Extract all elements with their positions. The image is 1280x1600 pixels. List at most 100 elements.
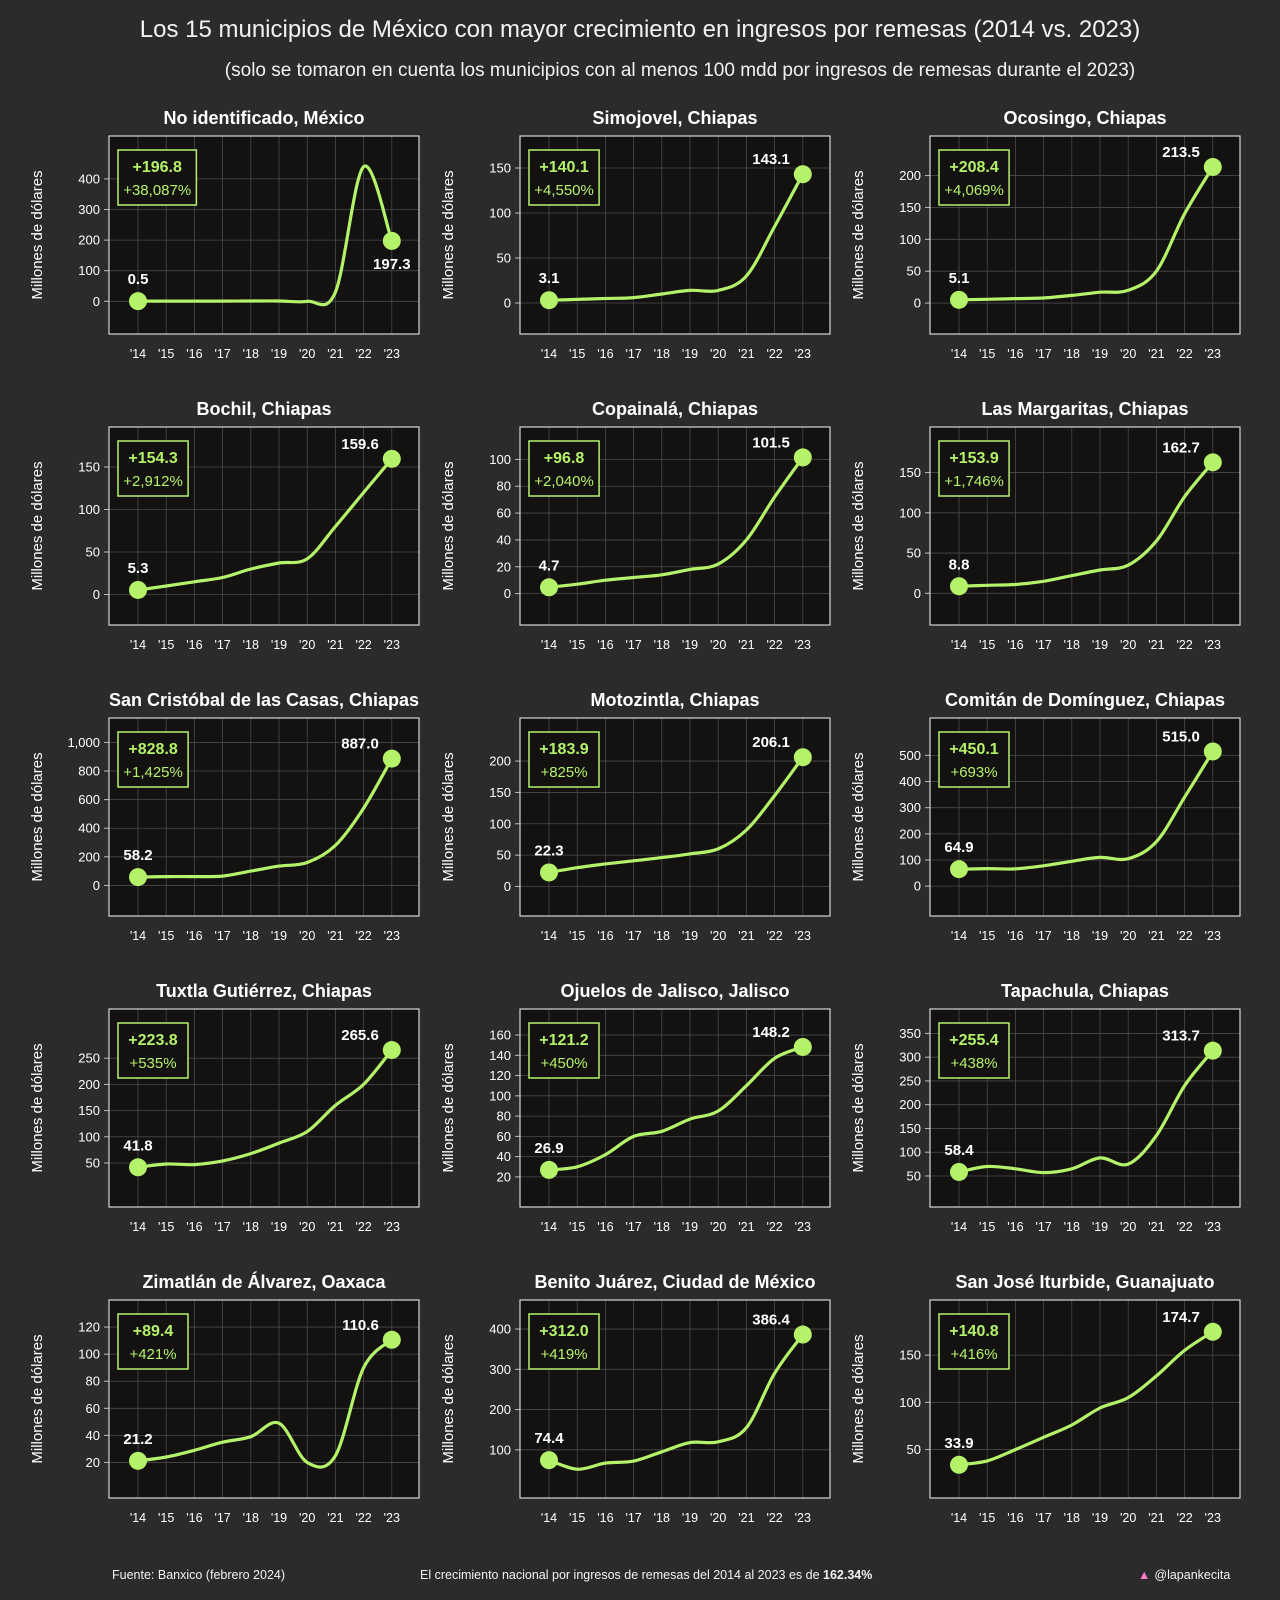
y-tick-label: 150 [899,200,921,215]
y-tick-label: 100 [489,816,511,831]
x-tick-label: '20 [1120,929,1136,943]
panel-chart: Tuxtla Gutiérrez, Chiapas '14 '15 '16 '17 '18… [29,981,420,1234]
x-tick-label: '17 [1035,1220,1051,1234]
x-tick-label: '15 [569,1220,585,1234]
x-tick-label: '22 [1176,347,1192,361]
x-tick-label: '16 [186,347,202,361]
x-tick-label: '17 [214,929,230,943]
end-value-label: 148.2 [752,1024,790,1041]
x-tick-label: '14 [541,638,557,652]
x-tick-label: '19 [271,638,287,652]
plot-frame [108,1299,420,1499]
y-tick-label: 200 [489,1402,511,1417]
x-tick-label: '22 [355,929,371,943]
x-tick-label: '18 [654,1220,670,1234]
x-tick-label: '21 [738,1511,754,1525]
x-tick-label: '22 [1176,1220,1192,1234]
x-tick-label: '21 [1148,347,1164,361]
change-absolute: +140.8 [949,1323,998,1340]
x-tick-label: '23 [384,347,400,361]
x-tick-label: '19 [1092,1511,1108,1525]
change-absolute: +828.8 [128,741,177,758]
y-tick-label: 0 [914,879,921,894]
x-tick-label: '22 [1176,929,1192,943]
x-tick-label: '15 [979,1511,995,1525]
x-tick-label: '23 [795,638,811,652]
y-tick-label: 40 [497,1149,511,1164]
end-point [1203,742,1222,761]
x-tick-label: '21 [738,929,754,943]
y-tick-label: 80 [497,479,511,494]
x-tick-label: '15 [158,347,174,361]
change-box [528,1022,600,1079]
x-tick-label: '16 [597,929,613,943]
start-point [950,1162,968,1181]
y-tick-label: 300 [899,1050,921,1065]
y-tick-label: 100 [489,1442,511,1457]
end-value-label: 313.7 [1162,1028,1200,1045]
y-axis-label: Millones de dólares [29,752,46,881]
panel-chart: No identificado, México '14 '15 '16 '17 '18 '1… [29,108,420,361]
end-point [382,749,401,768]
x-tick-label: '20 [710,929,726,943]
change-percent: +4,069% [944,182,1004,199]
x-tick-label: '19 [271,1220,287,1234]
x-tick-label: '19 [682,1220,698,1234]
y-tick-label: 60 [497,1129,511,1144]
panel-title: Bochil, Chiapas [196,399,331,419]
x-tick-label: '21 [327,347,343,361]
plot-frame [929,135,1241,335]
end-point [793,748,812,767]
y-tick-label: 0 [504,586,511,601]
y-tick-label: 600 [78,792,100,807]
y-tick-label: 200 [899,168,921,183]
x-tick-label: '20 [1120,347,1136,361]
x-tick-label: '16 [1007,347,1023,361]
panel-chart: Ocosingo, Chiapas '14 '15 '16 '17 '18 '19 '20 '2… [850,108,1241,361]
start-point [540,578,558,597]
x-tick-label: '20 [710,1511,726,1525]
x-tick-label: '18 [243,929,259,943]
panel-chart: Zimatlán de Álvarez, Oaxaca '14 '15 '16 '17 '… [29,1271,420,1525]
end-point [1203,1041,1222,1060]
change-box [117,440,189,497]
end-value-label: 265.6 [341,1027,379,1044]
change-absolute: +153.9 [949,450,998,467]
x-tick-label: '21 [738,638,754,652]
y-tick-label: 100 [899,1145,921,1160]
y-axis-label: Millones de dólares [29,1334,46,1463]
x-tick-label: '23 [384,929,400,943]
x-tick-label: '19 [271,929,287,943]
x-tick-label: '15 [158,1511,174,1525]
panel-chart: San Cristóbal de las Casas, Chiapas '14 '1… [29,690,420,943]
x-tick-label: '14 [541,929,557,943]
y-tick-label: 100 [78,502,100,517]
y-tick-label: 60 [497,506,511,521]
x-tick-label: '18 [654,347,670,361]
y-tick-label: 80 [497,1109,511,1124]
end-point [793,448,812,467]
x-tick-label: '15 [979,929,995,943]
change-box [938,1313,1010,1370]
y-tick-label: 100 [899,232,921,247]
x-tick-label: '20 [299,638,315,652]
x-tick-label: '20 [299,1220,315,1234]
x-tick-label: '21 [327,638,343,652]
end-point [1203,157,1222,176]
x-tick-label: '14 [951,1511,967,1525]
series-line [136,1338,394,1469]
x-tick-label: '20 [299,347,315,361]
start-point [129,1158,147,1177]
x-tick-label: '20 [299,1511,315,1525]
x-tick-label: '17 [625,1220,641,1234]
series-line [136,164,394,307]
y-tick-label: 50 [86,545,100,560]
x-tick-label: '21 [738,347,754,361]
series-line [136,1048,394,1169]
x-tick-label: '17 [625,347,641,361]
change-absolute: +121.2 [539,1032,588,1049]
y-tick-label: 500 [899,748,921,763]
start-point [540,1451,558,1470]
x-tick-label: '23 [795,929,811,943]
x-tick-label: '19 [682,929,698,943]
